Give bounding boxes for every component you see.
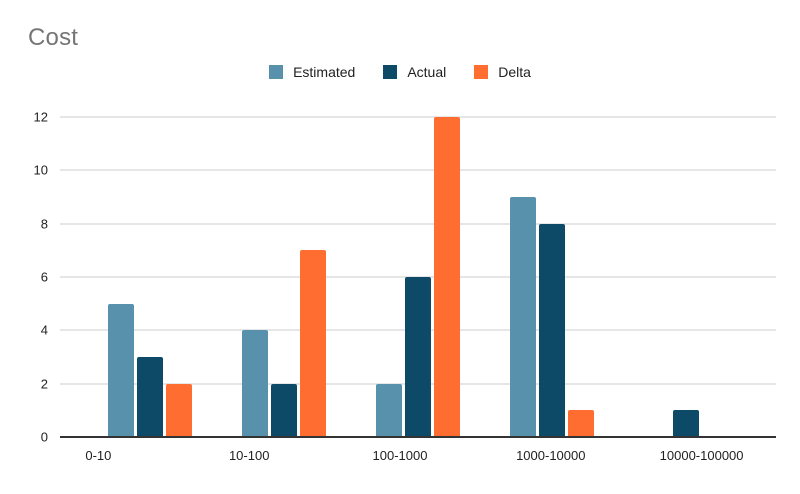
y-tick-label-10: 10 — [33, 162, 48, 178]
x-axis-labels: 0-10 10-100 100-1000 1000-10000 10000-100000 — [0, 448, 800, 463]
legend-swatch-estimated — [269, 65, 284, 79]
bar-delta-100-1000 — [434, 117, 460, 437]
y-tick-label-2: 2 — [40, 376, 48, 392]
x-tick-label-0-10: 0-10 — [85, 448, 112, 463]
bar-actual-0-10 — [137, 357, 163, 437]
bar-actual-10000-100000 — [673, 410, 699, 437]
bar-group-10-100 — [217, 117, 351, 437]
y-tick-label-6: 6 — [40, 269, 48, 285]
bar-delta-0-10 — [166, 383, 192, 437]
legend-swatch-delta — [474, 65, 489, 79]
bar-actual-1000-10000 — [539, 223, 565, 437]
plot-area — [60, 116, 776, 438]
bar-delta-10-100 — [300, 250, 326, 437]
x-axis-line — [60, 436, 776, 438]
legend: Estimated Actual Delta — [0, 64, 800, 80]
legend-item-delta: Delta — [474, 64, 531, 80]
y-tick-label-12: 12 — [33, 109, 48, 125]
gridline-y-12 — [60, 116, 776, 118]
legend-label: Estimated — [293, 64, 356, 80]
y-axis: 0 2 4 6 8 10 12 — [0, 110, 48, 445]
x-tick-label-10-100: 10-100 — [228, 448, 270, 463]
legend-item-estimated: Estimated — [269, 64, 355, 80]
legend-label: Delta — [498, 64, 531, 80]
x-tick-label-1000-10000: 1000-10000 — [516, 448, 586, 463]
bar-group-0-10 — [83, 117, 217, 437]
bar-group-1000-10000 — [485, 117, 619, 437]
y-tick-label-4: 4 — [40, 322, 48, 338]
bar-actual-100-1000 — [405, 277, 431, 437]
gridline-y-10 — [60, 169, 776, 172]
y-tick-label-0: 0 — [40, 429, 48, 445]
x-tick-label-10000-100000: 10000-100000 — [659, 448, 744, 463]
bar-group-100-1000 — [351, 117, 485, 437]
bar-groups — [60, 117, 776, 437]
bar-estimated-100-1000 — [376, 383, 402, 437]
legend-label: Actual — [407, 64, 447, 80]
bar-estimated-10-100 — [242, 330, 268, 437]
legend-item-actual: Actual — [383, 64, 446, 80]
bar-actual-10-100 — [271, 383, 297, 437]
legend-swatch-actual — [383, 65, 398, 79]
y-tick-label-8: 8 — [40, 216, 48, 232]
bar-group-10000-100000 — [619, 117, 753, 437]
gridline-y-8 — [60, 222, 776, 225]
x-tick-label-100-1000: 100-1000 — [372, 448, 428, 463]
bar-estimated-1000-10000 — [510, 197, 536, 437]
bar-estimated-0-10 — [108, 303, 134, 437]
bar-delta-1000-10000 — [568, 410, 594, 437]
chart-title: Cost — [28, 24, 79, 51]
